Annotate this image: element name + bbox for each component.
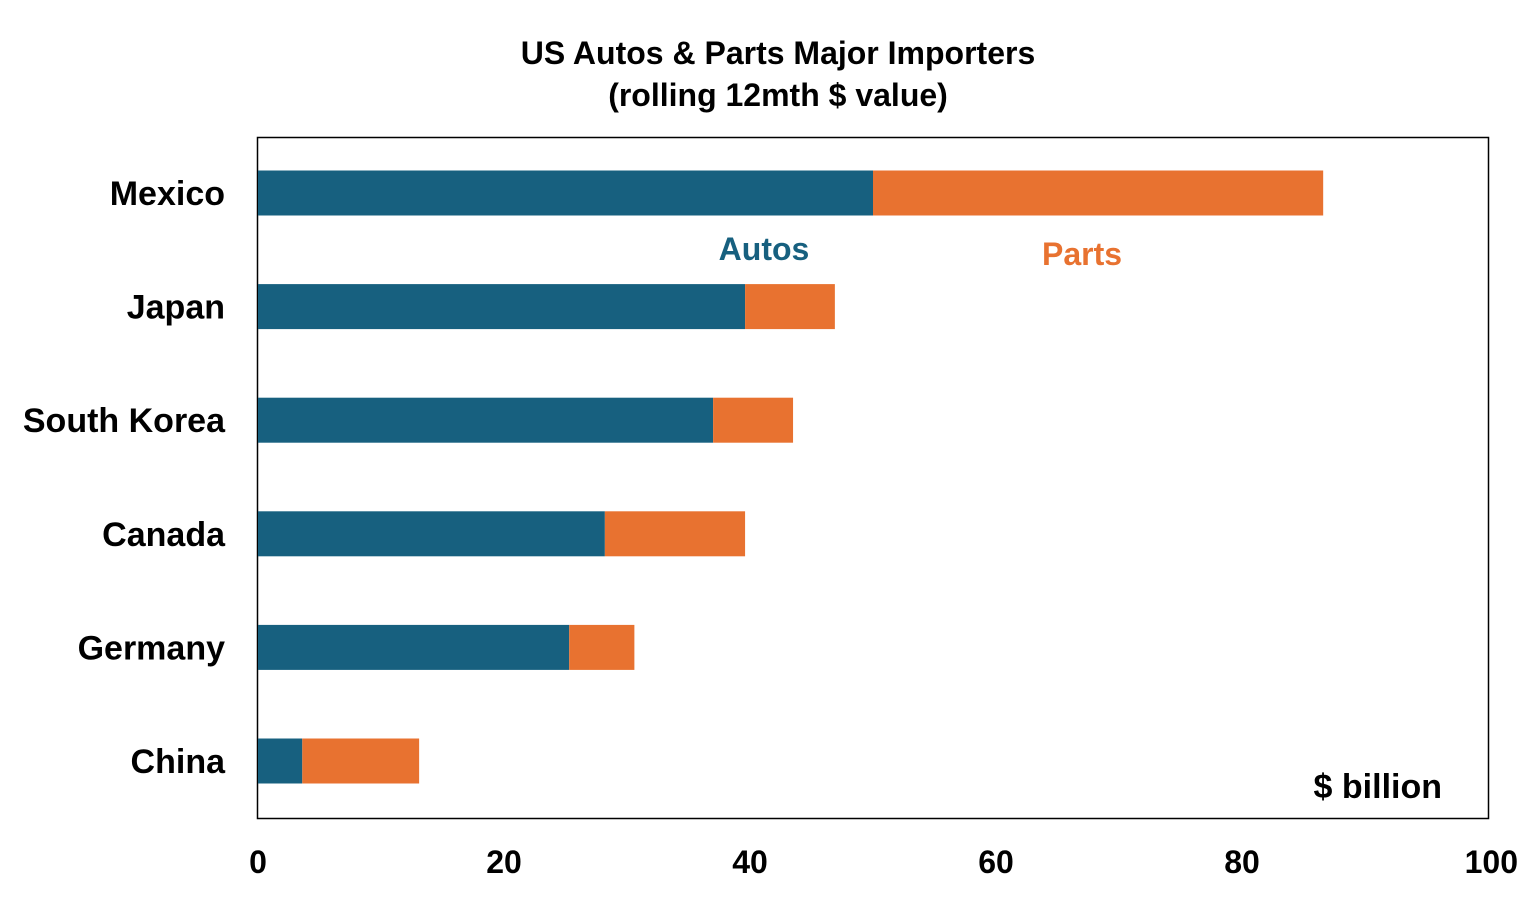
series-label-autos: Autos <box>719 231 810 267</box>
category-label-china: China <box>131 743 227 781</box>
x-tick-label-60: 60 <box>978 844 1014 880</box>
category-label-japan: Japan <box>127 289 225 327</box>
x-tick-label-20: 20 <box>486 844 522 880</box>
x-tick-label-80: 80 <box>1224 844 1260 880</box>
bar-parts-china <box>302 738 420 784</box>
chart-subtitle: (rolling 12mth $ value) <box>608 77 948 113</box>
bar-autos-germany <box>258 624 570 670</box>
category-labels: Mexico Japan South Korea Canada Germany China <box>23 175 226 781</box>
bar-parts-canada <box>604 511 746 557</box>
bar-autos-south-korea <box>258 397 714 443</box>
plot-area-frame <box>256 136 1490 820</box>
bar-parts-south-korea <box>713 397 794 443</box>
bar-parts-mexico <box>873 170 1324 216</box>
category-label-mexico: Mexico <box>110 175 225 213</box>
units-label: $ billion <box>1314 768 1442 806</box>
chart-title: US Autos & Parts Major Importers <box>521 35 1035 71</box>
series-label-parts: Parts <box>1042 236 1122 272</box>
x-tick-label-100: 100 <box>1465 844 1518 880</box>
bars-group <box>258 170 1324 784</box>
bar-autos-mexico <box>258 170 873 216</box>
x-tick-label-0: 0 <box>249 844 267 880</box>
bar-autos-china <box>258 738 303 784</box>
category-label-south-korea: South Korea <box>23 402 226 440</box>
bar-autos-canada <box>258 511 605 557</box>
x-tick-label-40: 40 <box>732 844 768 880</box>
x-tick-labels: 0 20 40 60 80 100 <box>249 844 1518 880</box>
bar-parts-japan <box>745 284 835 330</box>
category-label-canada: Canada <box>102 516 226 554</box>
bar-parts-germany <box>569 624 635 670</box>
category-label-germany: Germany <box>78 629 225 667</box>
bar-autos-japan <box>258 284 746 330</box>
